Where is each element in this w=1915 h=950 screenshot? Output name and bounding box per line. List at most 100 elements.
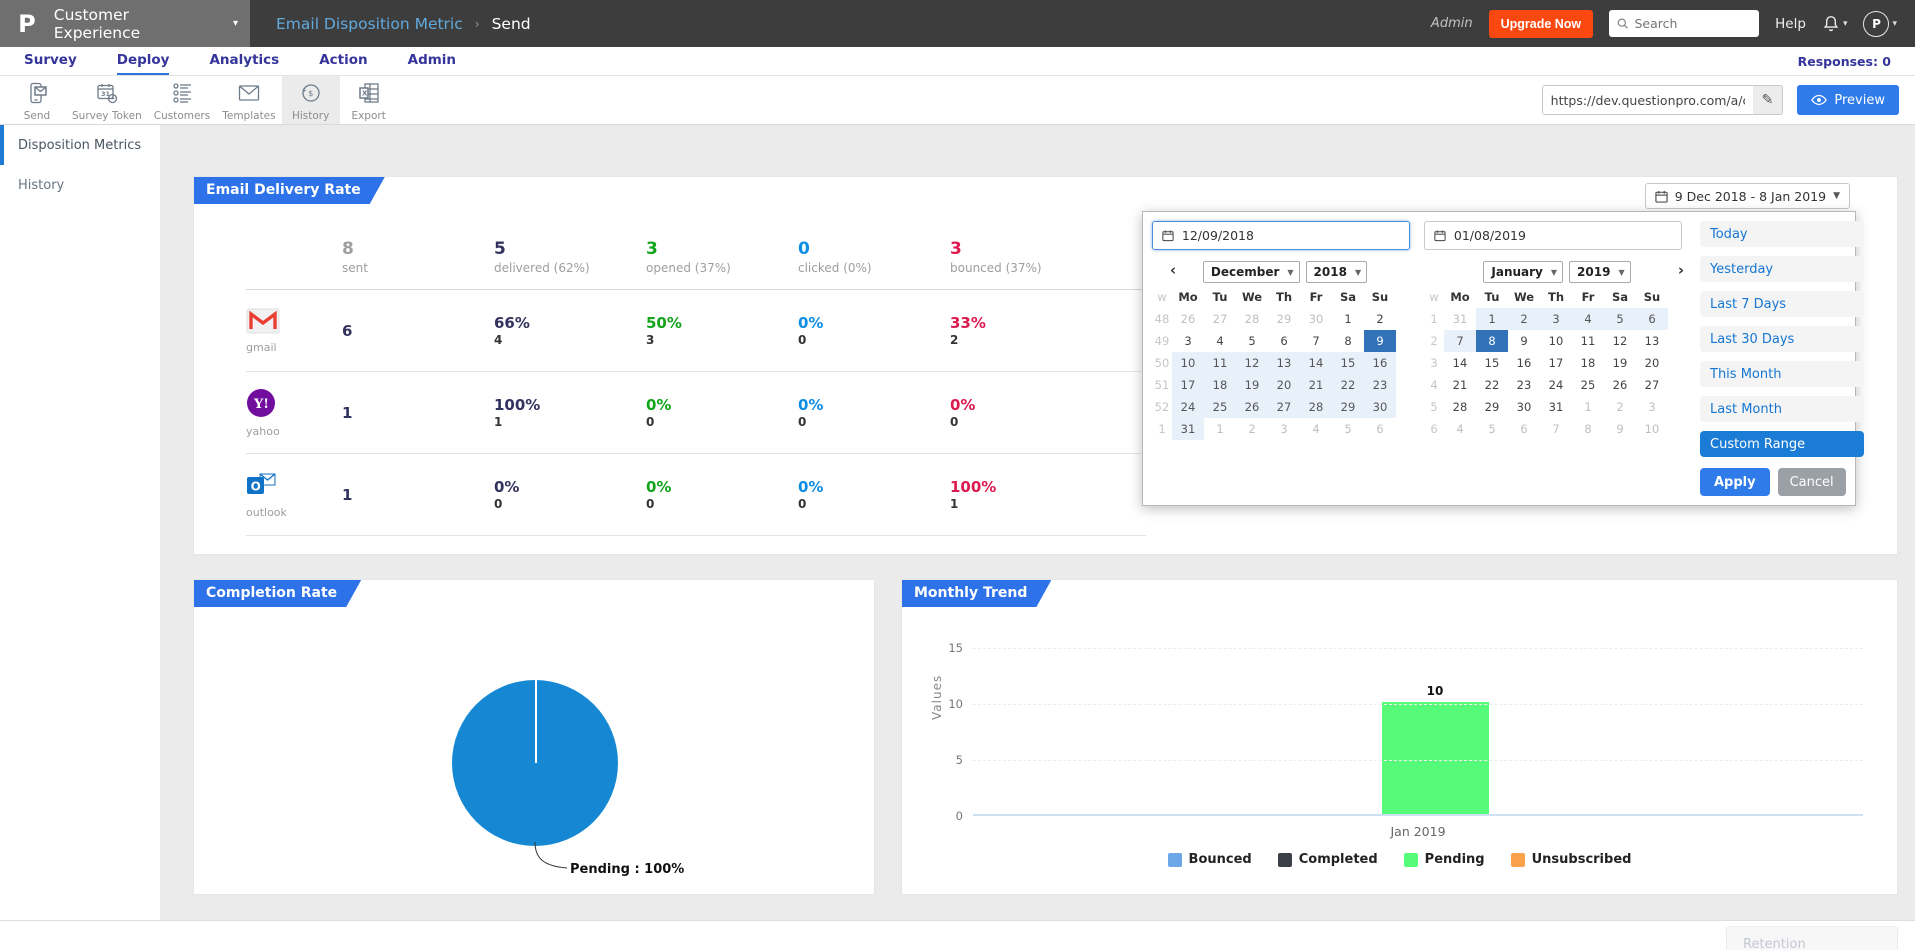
calendar-day[interactable]: 3 [1184,334,1192,348]
calendar-day[interactable]: 7 [1552,422,1560,436]
preset-today[interactable]: Today [1700,221,1864,247]
calendar-day[interactable]: 27 [1212,312,1228,326]
responses-count[interactable]: Responses: 0 [1797,53,1891,69]
calendar-day[interactable]: 22 [1332,374,1364,396]
calendar-day[interactable]: 31 [1548,400,1564,414]
calendar-day[interactable]: 10 [1548,334,1564,348]
upgrade-now-button[interactable]: Upgrade Now [1488,9,1594,38]
calendar-day[interactable]: 7 [1444,330,1476,352]
calendar-day[interactable]: 6 [1520,422,1528,436]
survey-url-input[interactable] [1542,86,1753,114]
calendar-day[interactable]: 18 [1580,356,1596,370]
prev-month-icon[interactable]: ‹ [1170,261,1177,279]
calendar-day[interactable]: 8 [1344,334,1352,348]
calendar-day[interactable]: 30 [1516,400,1532,414]
preset-last-month[interactable]: Last Month [1700,396,1864,422]
calendar-day[interactable]: 2 [1376,312,1384,326]
calendar-day[interactable]: 5 [1344,422,1352,436]
calendar-day[interactable]: 5 [1604,308,1636,330]
calendar-day[interactable]: 9 [1520,334,1528,348]
calendar-day[interactable]: 30 [1308,312,1324,326]
pending-bar[interactable] [1381,702,1489,814]
calendar-day[interactable]: 29 [1484,400,1500,414]
preview-button[interactable]: Preview [1797,85,1899,115]
next-month-icon[interactable]: › [1677,261,1684,279]
search-input[interactable] [1634,16,1752,31]
calendar-day[interactable]: 11 [1204,352,1236,374]
calendar-day[interactable]: 2 [1248,422,1256,436]
calendar-day[interactable]: 26 [1180,312,1196,326]
calendar-day[interactable]: 14 [1300,352,1332,374]
month-select[interactable]: December ▼ [1202,261,1300,283]
calendar-day[interactable]: 2 [1508,308,1540,330]
toolbar-item-customers[interactable]: Customers [148,76,216,124]
calendar-day[interactable]: 28 [1300,396,1332,418]
calendar-day[interactable]: 28 [1244,312,1260,326]
calendar-day[interactable]: 3 [1540,308,1572,330]
calendar-day[interactable]: 13 [1644,334,1660,348]
nav-tab-admin[interactable]: Admin [407,52,457,68]
toolbar-item-send[interactable]: Send [8,76,66,124]
calendar-day[interactable]: 25 [1580,378,1596,392]
calendar-day[interactable]: 16 [1516,356,1532,370]
retention-widget[interactable]: Retention [1726,926,1898,950]
calendar-day[interactable]: 22 [1484,378,1500,392]
calendar-day[interactable]: 17 [1548,356,1564,370]
calendar-day[interactable]: 8 [1476,330,1508,352]
calendar-day[interactable]: 4 [1572,308,1604,330]
calendar-day[interactable]: 29 [1332,396,1364,418]
calendar-day[interactable]: 1 [1476,308,1508,330]
calendar-day[interactable]: 12 [1236,352,1268,374]
calendar-day[interactable]: 4 [1216,334,1224,348]
calendar-day[interactable]: 14 [1452,356,1468,370]
legend-item-unsubscribed[interactable]: Unsubscribed [1510,852,1631,867]
calendar-day[interactable]: 15 [1332,352,1364,374]
month-select[interactable]: January ▼ [1483,261,1564,283]
calendar-day[interactable]: 5 [1248,334,1256,348]
calendar-day[interactable]: 20 [1644,356,1660,370]
preset-last-7-days[interactable]: Last 7 Days [1700,291,1864,317]
preset-this-month[interactable]: This Month [1700,361,1864,387]
calendar-day[interactable]: 31 [1172,418,1204,440]
calendar-day[interactable]: 19 [1236,374,1268,396]
calendar-day[interactable]: 16 [1364,352,1396,374]
calendar-day[interactable]: 18 [1204,374,1236,396]
nav-tab-survey[interactable]: Survey [24,52,77,68]
calendar-day[interactable]: 26 [1612,378,1628,392]
calendar-day[interactable]: 19 [1612,356,1628,370]
calendar-day[interactable]: 28 [1452,400,1468,414]
calendar-day[interactable]: 5 [1488,422,1496,436]
calendar-day[interactable]: 10 [1644,422,1660,436]
calendar-day[interactable]: 31 [1452,312,1468,326]
calendar-day[interactable]: 6 [1280,334,1288,348]
nav-tab-analytics[interactable]: Analytics [209,52,280,68]
calendar-day[interactable]: 4 [1456,422,1464,436]
breadcrumb-survey-name[interactable]: Email Disposition Metric [276,14,463,33]
notifications-menu[interactable]: ▾ [1822,14,1847,33]
preset-custom-range[interactable]: Custom Range [1700,431,1864,457]
completion-pie-chart[interactable] [452,680,618,846]
preset-yesterday[interactable]: Yesterday [1700,256,1864,282]
legend-item-bounced[interactable]: Bounced [1167,852,1252,867]
help-link[interactable]: Help [1775,15,1806,32]
calendar-day[interactable]: 23 [1364,374,1396,396]
calendar-day[interactable]: 24 [1172,396,1204,418]
calendar-day[interactable]: 25 [1204,396,1236,418]
calendar-day[interactable]: 27 [1268,396,1300,418]
toolbar-item-history[interactable]: $ History [281,76,340,124]
calendar-day[interactable]: 9 [1364,330,1396,352]
calendar-day[interactable]: 29 [1276,312,1292,326]
calendar-day[interactable]: 7 [1312,334,1320,348]
start-date-input[interactable] [1181,228,1400,243]
calendar-day[interactable]: 15 [1484,356,1500,370]
legend-item-pending[interactable]: Pending [1403,852,1485,867]
calendar-day[interactable]: 6 [1376,422,1384,436]
toolbar-item-export[interactable]: X Export [340,76,398,124]
nav-tab-deploy[interactable]: Deploy [116,47,170,75]
calendar-day[interactable]: 21 [1300,374,1332,396]
calendar-day[interactable]: 24 [1548,378,1564,392]
calendar-day[interactable]: 12 [1612,334,1628,348]
toolbar-item-templates[interactable]: Templates [216,76,281,124]
product-switcher[interactable]: P Customer Experience ▾ [0,0,250,47]
cancel-button[interactable]: Cancel [1777,468,1846,496]
